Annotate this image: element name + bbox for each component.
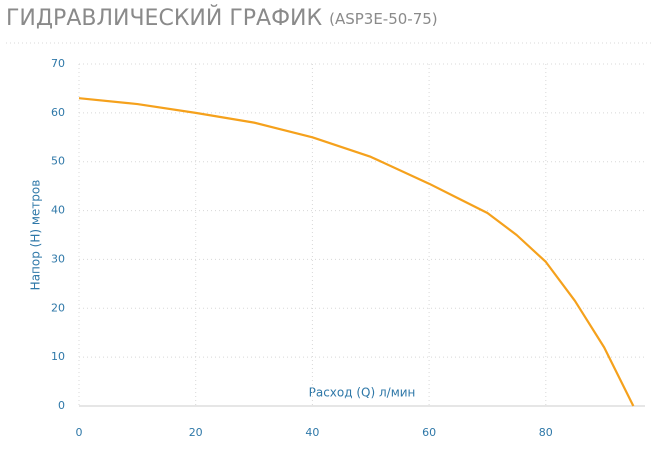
- y-tick-label: 10: [51, 350, 65, 363]
- y-tick-label: 20: [51, 301, 65, 314]
- x-axis-label: Расход (Q) л/мин: [309, 386, 416, 400]
- y-tick-label: 50: [51, 155, 65, 168]
- y-axis-label: Напор (H) метров: [29, 180, 43, 291]
- y-tick-label: 30: [51, 252, 65, 265]
- x-tick-label: 40: [305, 426, 319, 439]
- y-tick-label: 40: [51, 204, 65, 217]
- x-tick-label: 80: [539, 426, 553, 439]
- y-tick-label: 70: [51, 57, 65, 70]
- x-tick-label: 0: [76, 426, 83, 439]
- y-tick-label: 60: [51, 106, 65, 119]
- x-tick-label: 20: [189, 426, 203, 439]
- x-tick-label: 60: [422, 426, 436, 439]
- chart-title: ГИДРАВЛИЧЕСКИЙ ГРАФИК (ASP3E-50-75): [6, 5, 438, 31]
- line-series: [78, 97, 635, 407]
- y-tick-label: 0: [58, 399, 65, 412]
- subtitle: (ASP3E-50-75): [329, 10, 438, 28]
- title: ГИДРАВЛИЧЕСКИЙ ГРАФИК: [6, 5, 322, 31]
